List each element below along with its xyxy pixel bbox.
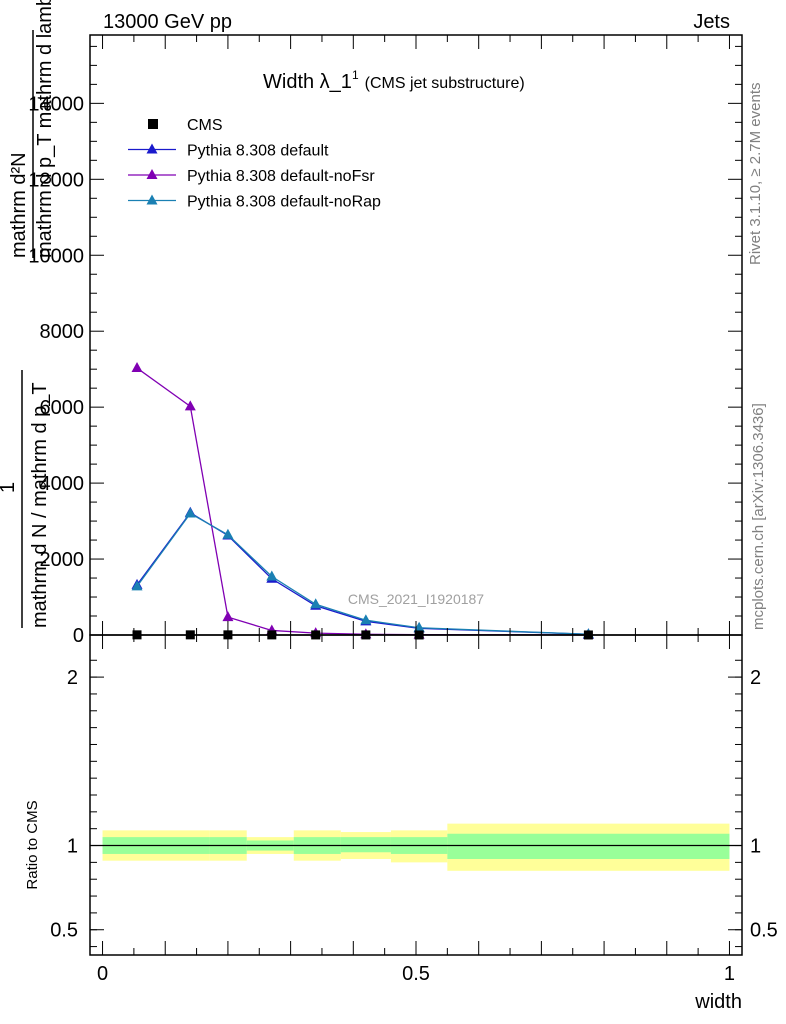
x-tick-label: 1: [724, 963, 735, 985]
legend-marker-triangle: [146, 169, 158, 179]
ratio-ytick-label-right: 2: [750, 667, 761, 689]
x-tick-label: 0: [97, 963, 108, 985]
legend-label: Pythia 8.308 default-noFsr: [187, 168, 375, 185]
legend-marker-triangle: [146, 143, 158, 154]
ratio-ytick-label-right: 1: [750, 836, 761, 858]
uncertainty-band-inner: [447, 833, 730, 859]
series-point: [131, 580, 143, 591]
title-main: Width λ_1: [263, 71, 352, 93]
ratio-ytick-label-right: 0.5: [750, 920, 778, 942]
watermark: CMS_2021_I1920187: [348, 591, 484, 607]
series-point: [184, 400, 196, 411]
series-point: [222, 611, 234, 622]
main-panel: 0 2000 4000 6000 8000 10000 12000 14000: [28, 34, 743, 647]
rivet-label: Rivet 3.1.10, ≥ 2.7M events: [747, 83, 764, 266]
title-sup: 1: [352, 68, 359, 82]
ratio-ytick-label: 0.5: [50, 920, 78, 942]
main-ytick-label: 6000: [40, 397, 85, 419]
main-ytick-label: 10000: [28, 245, 84, 267]
header-left: 13000 GeV pp: [103, 11, 232, 33]
chart-title: Width λ_11 (CMS jet substructure): [263, 68, 525, 93]
main-ytick-label: 12000: [28, 169, 84, 191]
series-line: [136, 511, 589, 635]
x-axis-label: width: [694, 991, 742, 1013]
legend: CMS Pythia 8.308 default Pythia 8.308 defa…: [128, 117, 381, 211]
series-point: [266, 570, 278, 581]
main-ylabel: mathrm d²N mathrm d p_T mathrm d lambda …: [0, 0, 56, 628]
ratio-panel: 0.5 0.5 1 1 2 2 0 0.5 1: [50, 35, 778, 985]
ylabel-line-1: mathrm d²N: [8, 152, 30, 258]
main-ytick-label: 14000: [28, 93, 84, 115]
ratio-ytick-label: 1: [67, 836, 78, 858]
mcplots-label: mcplots.cern.ch [arXiv:1306.3436]: [750, 403, 767, 630]
series-line: [136, 512, 589, 635]
series-point: [184, 507, 196, 518]
ylabel-line-3: 1: [0, 482, 19, 493]
ratio-ytick-label: 2: [67, 667, 78, 689]
legend-label: Pythia 8.308 default: [187, 143, 329, 160]
ylabel-line-4: mathrm d N / mathrm d p_T: [29, 382, 51, 628]
ratio-ylabel: Ratio to CMS: [24, 800, 41, 889]
main-ytick-label: 4000: [40, 473, 85, 495]
legend-marker-square: [148, 119, 158, 129]
legend-label: Pythia 8.308 default-noRap: [187, 194, 381, 211]
main-ytick-label: 8000: [40, 321, 85, 343]
ratio-frame: [89, 634, 743, 956]
series-point: [360, 614, 372, 625]
main-ytick-label: 0: [73, 625, 84, 647]
legend-marker-triangle: [146, 194, 158, 205]
ylabel-line-2: mathrm d p_T mathrm d lambda: [34, 0, 56, 258]
series-point: [131, 362, 143, 373]
main-ytick-label: 2000: [40, 549, 85, 571]
header-right: Jets: [693, 11, 730, 33]
uncertainty-band-inner: [340, 837, 391, 853]
series-point: [222, 528, 234, 539]
title-sub: (CMS jet substructure): [365, 75, 525, 92]
series-point: [310, 598, 322, 609]
legend-label: CMS: [187, 117, 223, 134]
x-tick-label: 0.5: [402, 963, 430, 985]
